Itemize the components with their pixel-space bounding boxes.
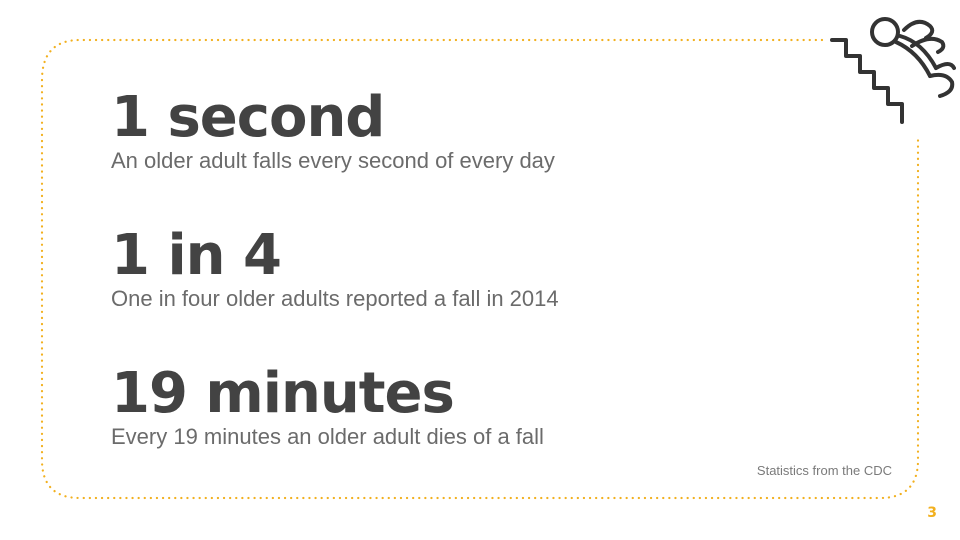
stat-block-3: 19 minutes Every 19 minutes an older adu… bbox=[111, 366, 544, 450]
stat-value: 19 minutes bbox=[111, 361, 455, 426]
stat-value: 1 second bbox=[111, 85, 385, 150]
page-number: 3 bbox=[927, 505, 937, 521]
stat-block-2: 1 in 4 One in four older adults reported… bbox=[111, 228, 559, 312]
stat-value: 1 in 4 bbox=[111, 223, 282, 288]
stat-description: Every 19 minutes an older adult dies of … bbox=[111, 424, 544, 449]
stat-description: An older adult falls every second of eve… bbox=[111, 148, 555, 173]
falling-on-stairs-icon bbox=[830, 17, 956, 124]
stat-block-1: 1 second An older adult falls every seco… bbox=[111, 90, 555, 174]
stat-description: One in four older adults reported a fall… bbox=[111, 286, 559, 311]
source-note: Statistics from the CDC bbox=[756, 463, 892, 478]
